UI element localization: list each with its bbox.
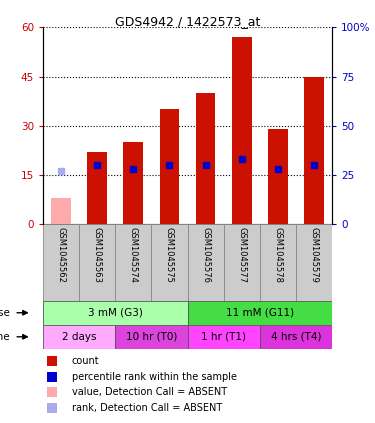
Bar [260, 224, 296, 301]
Text: 3 mM (G3): 3 mM (G3) [88, 308, 143, 318]
Bar [268, 129, 288, 224]
Bar [116, 325, 188, 349]
Text: GSM1045579: GSM1045579 [309, 227, 318, 283]
Bar [260, 325, 332, 349]
Text: GSM1045563: GSM1045563 [93, 227, 102, 283]
Bar [123, 142, 143, 224]
Text: value, Detection Call = ABSENT: value, Detection Call = ABSENT [72, 387, 227, 397]
Text: GSM1045575: GSM1045575 [165, 227, 174, 283]
Text: count: count [72, 357, 100, 366]
Text: GSM1045562: GSM1045562 [57, 227, 66, 283]
Bar [188, 325, 260, 349]
Bar [79, 224, 116, 301]
Bar [224, 224, 260, 301]
Bar [196, 93, 216, 224]
Text: 10 hr (T0): 10 hr (T0) [126, 332, 177, 342]
Bar [232, 37, 252, 224]
Text: dose: dose [0, 308, 10, 318]
Text: percentile rank within the sample: percentile rank within the sample [72, 372, 237, 382]
Text: rank, Detection Call = ABSENT: rank, Detection Call = ABSENT [72, 403, 222, 413]
Bar [188, 301, 332, 325]
Bar [87, 152, 107, 224]
Text: GDS4942 / 1422573_at: GDS4942 / 1422573_at [115, 15, 260, 28]
Bar [188, 224, 224, 301]
Text: 11 mM (G11): 11 mM (G11) [226, 308, 294, 318]
Bar [116, 224, 152, 301]
Bar [304, 77, 324, 224]
Text: GSM1045578: GSM1045578 [273, 227, 282, 283]
Bar [43, 224, 79, 301]
Text: 1 hr (T1): 1 hr (T1) [201, 332, 246, 342]
Text: GSM1045577: GSM1045577 [237, 227, 246, 283]
Bar [43, 301, 188, 325]
Bar [159, 110, 179, 224]
Text: 2 days: 2 days [62, 332, 96, 342]
Text: GSM1045576: GSM1045576 [201, 227, 210, 283]
Text: GSM1045574: GSM1045574 [129, 227, 138, 283]
Text: time: time [0, 332, 10, 342]
Text: 4 hrs (T4): 4 hrs (T4) [270, 332, 321, 342]
Bar [296, 224, 332, 301]
Bar [152, 224, 188, 301]
Bar [43, 325, 116, 349]
Bar [51, 198, 71, 224]
